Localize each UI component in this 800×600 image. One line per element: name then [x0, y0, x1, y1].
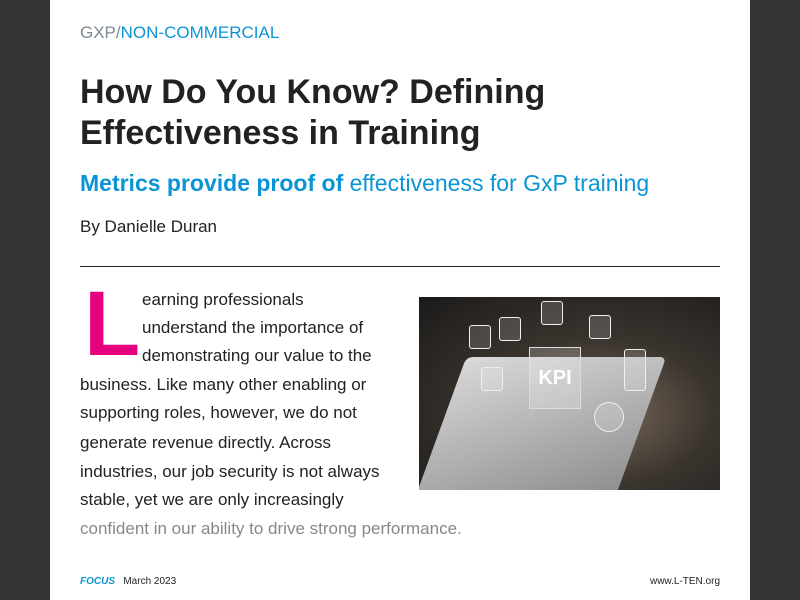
subtitle-bold: Metrics provide proof of [80, 170, 344, 196]
section-name: NON-COMMERCIAL [120, 23, 280, 42]
checklist-icon [624, 349, 646, 391]
body-line: stable, yet we are only increasingly [80, 490, 344, 509]
subtitle-rest: effectiveness for GxP training [343, 170, 650, 196]
bar-chart-icon [481, 367, 503, 391]
drop-cap: L [84, 273, 141, 375]
gear-icon [499, 317, 521, 341]
kpi-laptop-photo: KPI [419, 297, 720, 490]
byline: By Danielle Duran [80, 217, 218, 236]
divider [80, 266, 720, 267]
section-prefix: GXP/ [80, 23, 121, 42]
article-subtitle: Metrics provide proof of effectiveness f… [80, 170, 649, 197]
body-line: understand the importance of [142, 318, 364, 337]
website-link[interactable]: www.L-TEN.org [649, 576, 720, 587]
article-title: How Do You Know? Defining Effectiveness … [80, 73, 546, 152]
body-line: generate revenue directly. Across [80, 433, 332, 452]
magazine-name: FOCUS [80, 576, 115, 587]
body-line-faded: confident in our ability to drive strong… [80, 519, 462, 538]
kpi-label: KPI [529, 347, 581, 409]
issue-date: March 2023 [123, 576, 177, 587]
body-line: demonstrating our value to the [142, 346, 372, 365]
body-line: industries, our job security is not alwa… [80, 462, 380, 481]
body-line: supporting roles, however, we do not [80, 403, 357, 422]
chart-icon [469, 325, 491, 349]
page: GXP/NON-COMMERCIAL How Do You Know? Defi… [50, 0, 750, 600]
section-label: GXP/NON-COMMERCIAL [80, 23, 279, 43]
target-icon [589, 315, 611, 339]
body-line: business. Like many other enabling or [80, 375, 367, 394]
magnifier-icon [594, 402, 624, 432]
user-icon [541, 301, 563, 325]
footer-left: FOCUS March 2023 [80, 576, 176, 587]
body-line: earning professionals [142, 290, 304, 309]
